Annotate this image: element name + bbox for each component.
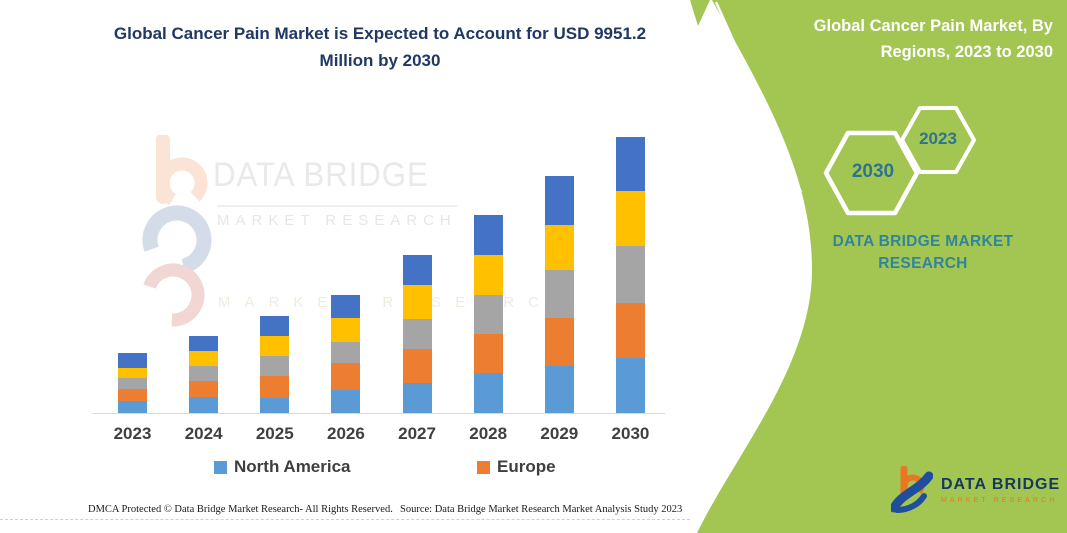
stacked-bar-2030 <box>615 123 645 413</box>
bar-segment <box>189 381 219 397</box>
legend-label: Europe <box>497 457 556 476</box>
x-tick-label: 2027 <box>398 424 436 443</box>
bar-segment <box>260 356 290 377</box>
bar-segment <box>473 334 503 374</box>
bar-segment <box>331 342 361 364</box>
x-tick-label: 2029 <box>540 424 579 443</box>
x-tick-label: 2028 <box>469 424 508 443</box>
hexagon-2030-outline <box>823 130 920 216</box>
bar-segment <box>544 269 574 318</box>
watermark-subtitle-text: MARKET RESEARCH <box>217 205 457 229</box>
watermark-brand-text: DATA BRIDGE <box>213 156 429 194</box>
stacked-bar-2026 <box>331 123 361 413</box>
bar-segment <box>331 363 361 391</box>
data-bridge-logo-icon <box>891 466 933 513</box>
watermark-logo-icon <box>141 135 212 327</box>
x-tick-label: 2026 <box>326 424 365 443</box>
bar-segment <box>189 366 219 381</box>
bar-segment <box>118 389 147 401</box>
bar-segment <box>118 377 147 389</box>
green-corner-triangle <box>690 0 710 26</box>
legend-swatch <box>214 460 227 474</box>
bar-segment <box>331 318 361 343</box>
bar-segment <box>331 295 361 319</box>
bar-segment <box>544 366 574 413</box>
hexagon-2023-label: 2023 <box>919 129 957 148</box>
bar-segment <box>189 336 219 351</box>
stacked-bar-2028 <box>473 123 503 413</box>
panel-seam-line <box>714 1 803 193</box>
stacked-bar-2024 <box>189 123 219 413</box>
bar-segment <box>544 225 574 270</box>
x-tick-label: 2025 <box>255 424 294 443</box>
x-axis-line <box>93 413 665 414</box>
bar-segment <box>260 376 290 398</box>
bar-segment <box>402 254 432 285</box>
chart-title: Global Cancer Pain Market is Expected to… <box>113 24 647 71</box>
bar-segment <box>402 349 432 383</box>
bar-segment <box>118 367 147 378</box>
bar-segment <box>260 336 290 357</box>
hexagon-2023-outline <box>900 106 976 174</box>
stacked-bar-2023 <box>118 123 147 413</box>
green-panel-shape <box>697 0 1067 533</box>
bar-segment <box>615 191 645 247</box>
bar-segment <box>473 255 503 296</box>
bar-segment <box>473 373 503 413</box>
data-bridge-logo-badge: DATA BRIDGE MARKET RESEARCH <box>891 466 1060 514</box>
bar-segment <box>402 319 432 349</box>
bar-segment <box>615 358 645 413</box>
legend-label: North America <box>234 457 351 476</box>
x-tick-label: 2030 <box>611 424 650 443</box>
bar-segment <box>260 316 290 337</box>
logo-badge-subtitle: MARKET RESEARCH <box>941 497 1058 504</box>
x-tick-label: 2023 <box>113 424 152 443</box>
bar-segment <box>189 397 219 413</box>
legend-item-europe: Europe <box>477 457 556 477</box>
bar-segment <box>118 352 147 368</box>
logo-badge-name: DATA BRIDGE <box>941 476 1061 493</box>
x-tick-label: 2024 <box>184 424 223 443</box>
bar-segment <box>260 397 290 413</box>
stacked-bar-2029 <box>544 123 574 413</box>
footer-divider-line <box>0 519 690 520</box>
bar-segment <box>615 303 645 359</box>
bar-segment <box>473 295 503 335</box>
bar-segment <box>402 383 432 413</box>
footer-copyright: DMCA Protected © Data Bridge Market Rese… <box>88 504 393 515</box>
hexagon-2030-label: 2030 <box>851 161 895 182</box>
bar-segment <box>118 401 147 413</box>
bar-segment <box>544 176 574 225</box>
bar-segment <box>615 137 645 192</box>
footer-source: Source: Data Bridge Market Research Mark… <box>400 504 683 515</box>
bar-segment <box>402 284 432 319</box>
bar-segment <box>189 351 219 366</box>
bar-segment <box>473 215 503 256</box>
stacked-bar-2025 <box>260 123 290 413</box>
bar-segment <box>615 246 645 304</box>
bar-segment <box>331 390 361 413</box>
legend-item-north-america: North America <box>214 457 351 477</box>
side-panel-brand: DATA BRIDGE MARKET RESEARCH <box>832 233 1014 273</box>
side-panel-title: Global Cancer Pain Market, By Regions, 2… <box>813 17 1053 61</box>
bar-segment <box>544 318 574 366</box>
stacked-bar-2027 <box>402 123 432 413</box>
legend-swatch <box>477 460 490 474</box>
